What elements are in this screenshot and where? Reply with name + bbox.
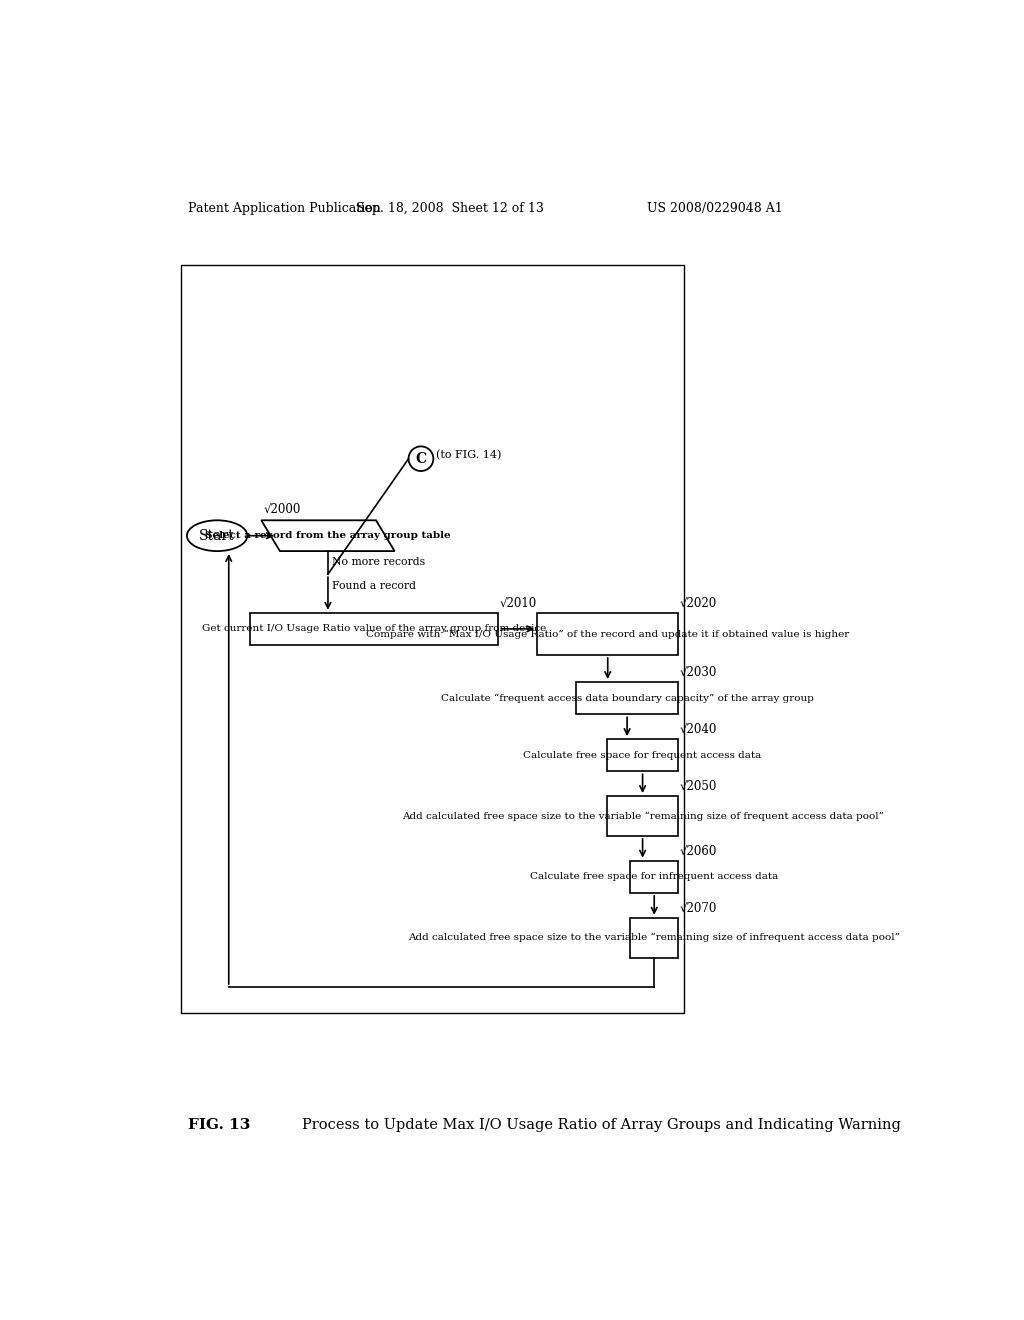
Bar [575, 682, 678, 714]
Text: Get current I/O Usage Ratio value of the array group from device: Get current I/O Usage Ratio value of the… [203, 624, 547, 634]
Text: Process to Update Max I/O Usage Ratio of Array Groups and Indicating Warning: Process to Update Max I/O Usage Ratio of… [302, 1118, 901, 1131]
Text: Compare with “Max I/O Usage Ratio” of the record and update it if obtained value: Compare with “Max I/O Usage Ratio” of th… [367, 630, 849, 639]
Text: Calculate “frequent access data boundary capacity” of the array group: Calculate “frequent access data boundary… [440, 693, 813, 702]
Text: Patent Application Publication: Patent Application Publication [188, 202, 381, 215]
Text: √2000: √2000 [263, 502, 301, 515]
Text: No more records: No more records [332, 557, 425, 568]
Text: US 2008/0229048 A1: US 2008/0229048 A1 [647, 202, 783, 215]
Bar [180, 264, 684, 1014]
Bar [607, 796, 678, 836]
Text: (to FIG. 14): (to FIG. 14) [436, 450, 502, 459]
Bar [251, 612, 499, 645]
Text: C: C [416, 451, 427, 466]
Bar [630, 917, 678, 958]
Text: √2020: √2020 [680, 597, 717, 610]
Text: √2030: √2030 [680, 665, 717, 678]
Text: Calculate free space for infrequent access data: Calculate free space for infrequent acce… [530, 873, 778, 882]
Text: Add calculated free space size to the variable “remaining size of infrequent acc: Add calculated free space size to the va… [409, 933, 900, 942]
Text: Found a record: Found a record [332, 581, 416, 591]
Text: Select a record from the array group table: Select a record from the array group tab… [205, 531, 451, 540]
Bar [538, 612, 678, 655]
Text: √2010: √2010 [500, 597, 538, 610]
Text: Sep. 18, 2008  Sheet 12 of 13: Sep. 18, 2008 Sheet 12 of 13 [355, 202, 544, 215]
Bar [607, 739, 678, 771]
Text: √2060: √2060 [680, 845, 717, 858]
Text: Add calculated free space size to the variable “remaining size of frequent acces: Add calculated free space size to the va… [401, 812, 884, 821]
Text: √2040: √2040 [680, 723, 717, 737]
Text: Start: Start [200, 529, 234, 543]
Bar [630, 861, 678, 892]
Text: √2070: √2070 [680, 902, 717, 915]
Text: Calculate free space for frequent access data: Calculate free space for frequent access… [523, 751, 762, 759]
Text: √2050: √2050 [680, 780, 717, 793]
Text: FIG. 13: FIG. 13 [188, 1118, 251, 1131]
